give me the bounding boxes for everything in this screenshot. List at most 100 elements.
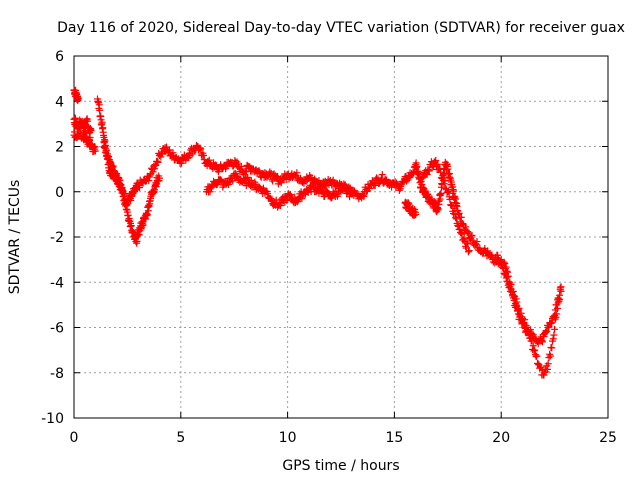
data-point xyxy=(150,165,158,173)
data-point xyxy=(196,144,204,152)
data-point xyxy=(548,344,556,352)
data-point xyxy=(197,145,205,153)
data-point xyxy=(444,188,452,196)
data-point xyxy=(515,304,523,312)
data-point xyxy=(206,188,214,196)
grid xyxy=(74,56,608,418)
data-point xyxy=(432,161,440,169)
x-tick-label: 5 xyxy=(176,430,185,446)
x-tick-label: 25 xyxy=(599,430,617,446)
data-point xyxy=(286,190,294,198)
data-point xyxy=(516,311,524,319)
data-point xyxy=(241,179,249,187)
data-point xyxy=(437,168,445,176)
data-point xyxy=(109,162,117,170)
data-point xyxy=(153,158,161,166)
data-point xyxy=(425,167,433,175)
data-point xyxy=(494,251,502,259)
data-point xyxy=(550,331,558,339)
data-point xyxy=(511,299,519,307)
data-point xyxy=(413,162,421,170)
data-point xyxy=(378,174,386,182)
y-tick-label: -6 xyxy=(50,321,64,337)
data-point xyxy=(529,331,537,339)
y-tick-label: 2 xyxy=(55,140,64,156)
data-point xyxy=(378,171,386,179)
data-point xyxy=(545,354,553,362)
data-point xyxy=(551,311,559,319)
data-point xyxy=(399,179,407,187)
data-point xyxy=(298,195,306,203)
data-point xyxy=(371,181,379,189)
data-point xyxy=(213,180,221,188)
data-point xyxy=(157,153,165,161)
data-point xyxy=(315,177,323,185)
data-point xyxy=(507,280,515,288)
data-point xyxy=(149,168,157,176)
data-point xyxy=(549,335,557,343)
y-tick-label: -8 xyxy=(50,366,64,382)
data-point xyxy=(501,260,509,268)
data-point xyxy=(143,210,151,218)
data-point xyxy=(169,149,177,157)
data-point xyxy=(456,225,464,233)
x-tick-label: 0 xyxy=(70,430,79,446)
data-point xyxy=(412,210,420,218)
data-point xyxy=(434,160,442,168)
x-tick-label: 10 xyxy=(279,430,297,446)
data-point xyxy=(91,147,99,155)
data-point xyxy=(537,363,545,371)
data-point xyxy=(404,199,412,207)
data-point xyxy=(443,189,451,197)
data-point xyxy=(517,309,525,317)
data-point xyxy=(96,106,104,114)
data-point xyxy=(135,231,143,239)
data-point xyxy=(504,268,512,276)
data-point xyxy=(365,185,373,193)
data-point xyxy=(441,177,449,185)
data-point xyxy=(534,359,542,367)
data-point xyxy=(533,352,541,360)
data-point xyxy=(98,118,106,126)
data-point xyxy=(82,129,90,137)
data-point xyxy=(447,201,455,209)
data-point xyxy=(548,319,556,327)
data-point xyxy=(188,150,196,158)
data-point xyxy=(531,346,539,354)
data-point xyxy=(242,168,250,176)
data-point xyxy=(139,221,147,229)
data-point xyxy=(549,313,557,321)
data-point xyxy=(538,338,546,346)
data-point xyxy=(530,347,538,355)
y-tick-label: -4 xyxy=(50,275,64,291)
data-point xyxy=(454,221,462,229)
data-point xyxy=(85,135,93,143)
data-point xyxy=(154,158,162,166)
chart-title: Day 116 of 2020, Sidereal Day-to-day VTE… xyxy=(57,20,625,36)
data-point xyxy=(468,231,476,239)
data-point xyxy=(423,171,431,179)
data-point xyxy=(545,323,553,331)
data-point xyxy=(276,202,284,210)
data-point xyxy=(540,333,548,341)
data-point xyxy=(155,174,163,182)
data-point xyxy=(543,328,551,336)
data-point xyxy=(464,240,472,248)
data-point xyxy=(268,195,276,203)
data-point xyxy=(556,296,564,304)
data-point xyxy=(464,229,472,237)
data-point xyxy=(178,159,186,167)
data-point xyxy=(359,191,367,199)
data-point xyxy=(546,352,554,360)
data-point xyxy=(165,146,173,154)
y-axis-label: SDTVAR / TECUs xyxy=(7,180,23,295)
data-point xyxy=(360,192,368,200)
data-point xyxy=(395,186,403,194)
data-point xyxy=(71,115,79,123)
data-point xyxy=(264,190,272,198)
data-point xyxy=(442,166,450,174)
data-point xyxy=(244,173,252,181)
data-point xyxy=(465,247,473,255)
data-point xyxy=(503,267,511,275)
